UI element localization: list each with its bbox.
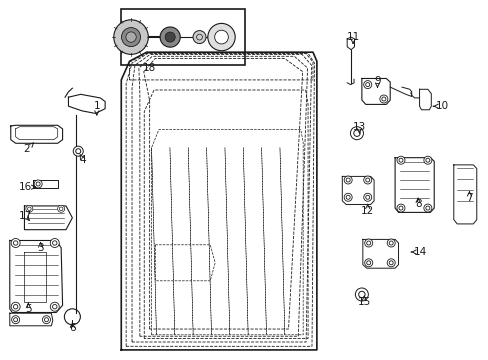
Circle shape (396, 204, 404, 212)
Circle shape (363, 193, 371, 201)
Circle shape (58, 205, 64, 212)
Circle shape (50, 302, 59, 311)
Text: 12: 12 (360, 204, 374, 216)
Circle shape (122, 28, 140, 46)
Circle shape (165, 32, 175, 42)
Text: 16: 16 (19, 182, 36, 192)
Text: 15: 15 (357, 296, 370, 307)
Circle shape (344, 176, 351, 184)
Text: 14: 14 (410, 247, 427, 257)
Circle shape (364, 239, 372, 247)
Circle shape (207, 23, 235, 51)
Text: 5: 5 (25, 303, 32, 314)
Circle shape (396, 156, 404, 164)
Circle shape (50, 239, 59, 248)
Text: 10: 10 (432, 101, 448, 111)
Text: 1: 1 (93, 101, 100, 115)
Circle shape (363, 176, 371, 184)
Text: 11: 11 (346, 32, 359, 43)
Text: 3: 3 (37, 243, 44, 253)
Circle shape (34, 180, 42, 188)
Text: 9: 9 (373, 76, 380, 87)
Circle shape (11, 302, 20, 311)
Circle shape (386, 239, 394, 247)
Circle shape (423, 156, 431, 164)
Circle shape (214, 30, 228, 44)
Text: 4: 4 (80, 155, 86, 165)
Circle shape (73, 146, 83, 156)
Circle shape (26, 205, 33, 212)
Bar (121, 9, 244, 65)
Circle shape (355, 288, 367, 301)
Circle shape (193, 31, 205, 44)
Text: 13: 13 (352, 122, 366, 133)
Circle shape (423, 204, 431, 212)
Circle shape (114, 20, 148, 54)
Text: 17: 17 (19, 211, 32, 221)
Circle shape (386, 259, 394, 267)
Text: 2: 2 (23, 143, 33, 154)
Circle shape (379, 95, 387, 103)
Circle shape (160, 27, 180, 47)
Text: 7: 7 (465, 192, 472, 203)
Circle shape (350, 127, 363, 140)
Circle shape (42, 316, 50, 324)
Circle shape (363, 81, 371, 89)
Circle shape (344, 193, 351, 201)
Text: 18: 18 (142, 63, 156, 73)
Circle shape (125, 32, 136, 42)
Text: 8: 8 (414, 198, 421, 210)
Circle shape (12, 316, 20, 324)
Circle shape (364, 259, 372, 267)
Text: 6: 6 (69, 323, 76, 333)
Circle shape (11, 239, 20, 248)
